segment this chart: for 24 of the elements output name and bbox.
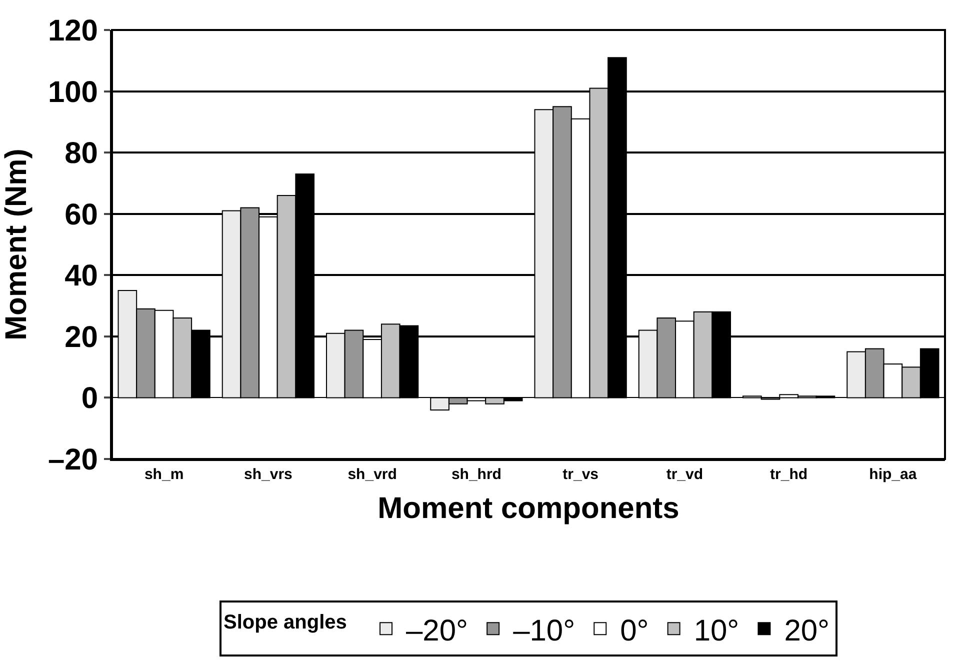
y-tick-label: 120 xyxy=(48,14,98,48)
y-tick-label: 40 xyxy=(64,260,98,293)
y-tick-label: 80 xyxy=(64,137,98,170)
y-tick-label: –20 xyxy=(48,444,98,476)
legend-label: –20° xyxy=(406,614,468,648)
x-tick-label: sh_m xyxy=(144,466,184,483)
legend-label: –10° xyxy=(513,614,576,648)
x-tick-label: tr_vs xyxy=(562,466,598,483)
legend-label: 0° xyxy=(620,614,649,648)
x-tick-label: tr_hd xyxy=(770,466,808,483)
x-tick-label: hip_aa xyxy=(869,466,918,483)
y-tick-label: 0 xyxy=(81,382,98,416)
x-axis-title: Moment components xyxy=(378,492,680,525)
y-tick-label: 100 xyxy=(48,76,98,109)
legend-label: 20° xyxy=(784,614,830,648)
x-tick-label: sh_hrd xyxy=(451,466,502,483)
y-tick-label: 60 xyxy=(64,198,98,232)
y-tick-label: 20 xyxy=(64,320,98,354)
x-tick-label: sh_vrs xyxy=(244,466,292,483)
y-axis-title: Moment (Nm) xyxy=(0,148,33,340)
legend-label: 10° xyxy=(694,614,740,648)
legend-title: Slope angles xyxy=(224,612,347,634)
x-tick-label: tr_vd xyxy=(666,466,704,483)
x-tick-label: sh_vrd xyxy=(348,466,397,483)
